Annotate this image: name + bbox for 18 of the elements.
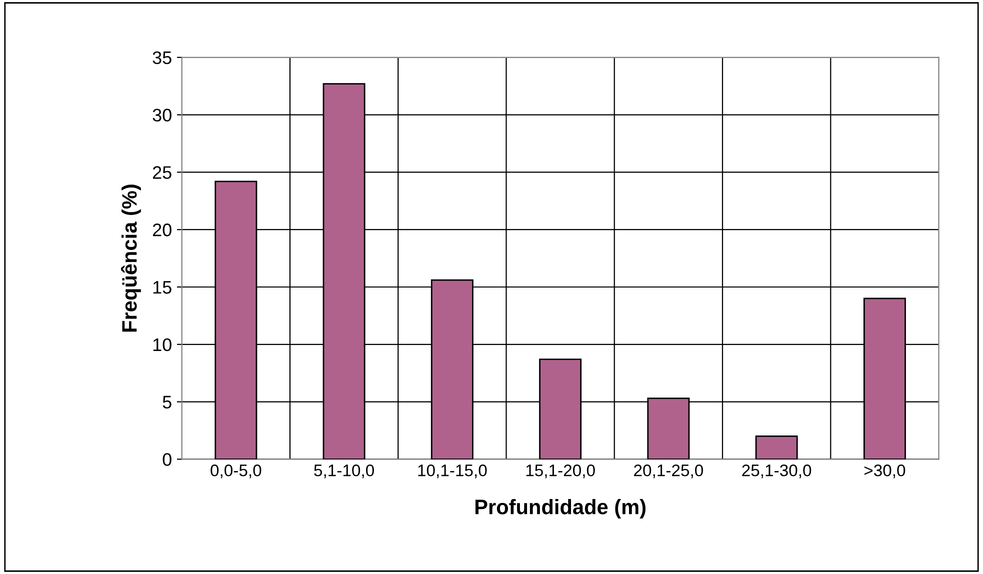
- x-tick-label: >30,0: [864, 464, 906, 478]
- y-axis-title: Freqüência (%): [121, 184, 141, 332]
- x-tick-label: 10,1-15,0: [418, 464, 487, 478]
- y-tick-label: 10: [153, 338, 172, 352]
- x-tick-label: 25,1-30,0: [742, 464, 812, 478]
- y-tick-label: 5: [162, 396, 172, 409]
- y-tick-label: 20: [152, 224, 172, 236]
- x-tick-label: 15,1-20,0: [526, 464, 595, 478]
- x-tick-label: 20,1-25,0: [634, 464, 704, 478]
- x-tick-label: 5,1-10,0: [314, 464, 374, 478]
- y-tick-label: 35: [152, 51, 172, 64]
- y-tick-label: 0: [162, 453, 172, 466]
- bar: [755, 436, 798, 460]
- x-axis-title: Profundidade (m): [475, 499, 646, 518]
- x-tick-label: 0,0-5,0: [210, 464, 262, 478]
- y-tick-label: 15: [153, 281, 172, 294]
- y-tick-label: 25: [152, 166, 172, 179]
- y-tick-label: 30: [152, 108, 172, 122]
